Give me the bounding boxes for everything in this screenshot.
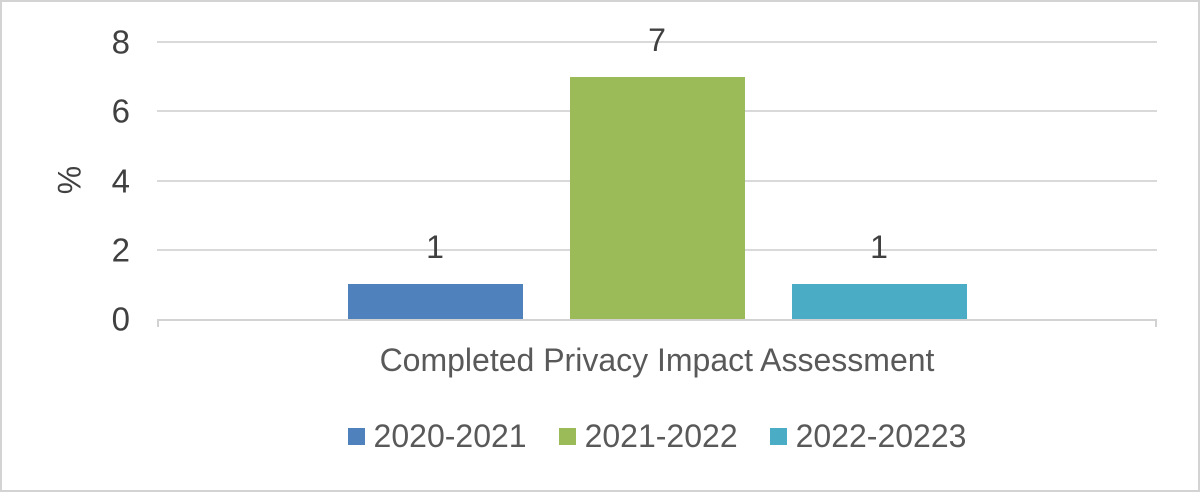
legend-swatch-icon (347, 427, 365, 445)
legend-label: 2021-2022 (584, 418, 738, 454)
legend-item-2022-20223: 2022-20223 (769, 418, 967, 454)
axis-tick-mark (1155, 319, 1157, 327)
plot-area: 1 7 1 (157, 24, 1157, 327)
y-tick-label: 6 (111, 92, 130, 130)
bar-data-label: 1 (870, 229, 888, 266)
legend-item-2020-2021: 2020-2021 (347, 418, 527, 454)
legend: 2020-2021 2021-2022 2022-20223 (157, 420, 1157, 452)
legend-label: 2022-20223 (795, 418, 967, 454)
bar-2022-20223 (791, 284, 967, 319)
bar-2020-2021 (347, 284, 523, 319)
x-axis-line (157, 319, 1157, 321)
legend-label: 2020-2021 (373, 418, 527, 454)
y-axis-ticks: 0 2 4 6 8 (2, 26, 130, 336)
bar-2021-2022 (569, 76, 745, 319)
legend-swatch-icon (558, 427, 576, 445)
bar-data-label: 7 (648, 21, 666, 58)
y-tick-label: 8 (111, 23, 130, 61)
bar-data-label: 1 (426, 229, 444, 266)
axis-tick-mark (157, 319, 159, 327)
y-tick-label: 4 (111, 162, 130, 199)
y-tick-label: 2 (111, 231, 130, 269)
x-axis-title: Completed Privacy Impact Assessment (379, 342, 935, 378)
gridline (157, 41, 1157, 43)
legend-swatch-icon (769, 427, 787, 445)
legend-item-2021-2022: 2021-2022 (558, 418, 738, 454)
y-tick-label: 0 (111, 300, 130, 338)
